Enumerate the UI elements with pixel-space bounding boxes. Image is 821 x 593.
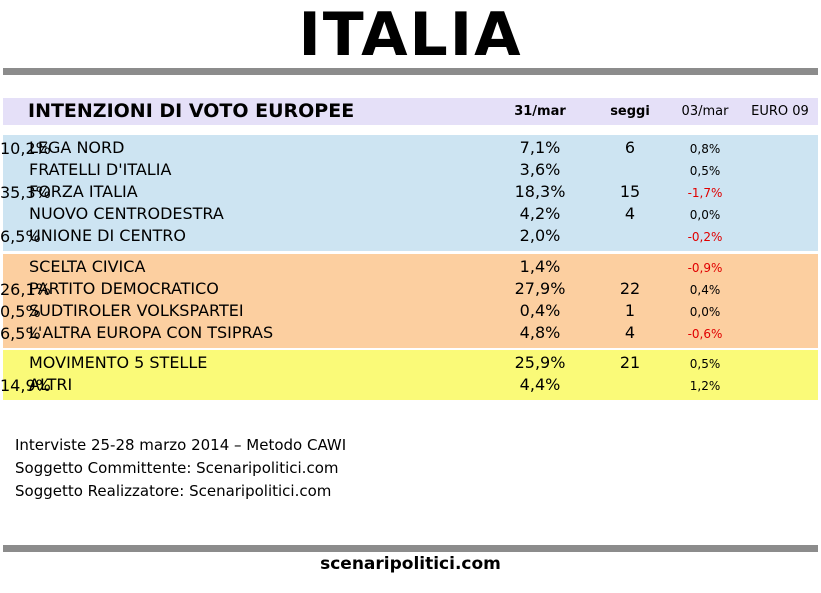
vote-percentage: 4,4% xyxy=(519,375,561,394)
column-header-euro09: EURO 09 xyxy=(751,104,809,119)
euro09-result: 10,2% xyxy=(0,139,51,158)
seat-count: 15 xyxy=(619,182,641,201)
vote-percentage: 7,1% xyxy=(519,138,561,157)
note-committente: Soggetto Committente: Scenaripolitici.co… xyxy=(15,459,339,477)
vote-percentage: 3,6% xyxy=(519,160,561,179)
euro09-result: 26,1% xyxy=(0,280,51,299)
change-vs-previous: 0,0% xyxy=(689,208,721,222)
seat-count xyxy=(600,256,660,278)
change-vs-previous: 0,4% xyxy=(689,283,721,297)
change-vs-previous: -0,6% xyxy=(687,327,723,341)
vote-percentage: 2,0% xyxy=(519,226,561,245)
seat-count: 6 xyxy=(624,138,636,157)
party-name: SUDTIROLER VOLKSPARTEI xyxy=(29,301,244,320)
footer-site: scenaripolitici.com xyxy=(320,554,501,574)
column-header-previous: 03/mar xyxy=(681,104,729,119)
party-name: ALTRI xyxy=(29,375,73,394)
party-name: NUOVO CENTRODESTRA xyxy=(29,204,224,223)
change-vs-previous: 0,5% xyxy=(689,357,721,371)
top-divider xyxy=(3,68,818,75)
party-name: LEGA NORD xyxy=(29,138,125,157)
page-title: ITALIA xyxy=(298,0,523,70)
change-vs-previous: 1,2% xyxy=(689,379,721,393)
vote-percentage: 4,2% xyxy=(519,204,561,223)
party-name: FORZA ITALIA xyxy=(29,182,138,201)
seat-count xyxy=(600,374,660,396)
seat-count: 1 xyxy=(624,301,636,320)
column-header-seats: seggi xyxy=(610,104,650,119)
euro09-result: 6,5% xyxy=(0,324,41,343)
party-name: L'ALTRA EUROPA CON TSIPRAS xyxy=(29,323,274,342)
seat-count xyxy=(600,159,660,181)
change-vs-previous: -0,9% xyxy=(687,261,723,275)
column-header-current: 31/mar xyxy=(514,104,566,119)
vote-percentage: 18,3% xyxy=(514,182,566,201)
party-name: MOVIMENTO 5 STELLE xyxy=(29,353,208,372)
party-group-band xyxy=(3,254,818,348)
vote-percentage: 1,4% xyxy=(519,257,561,276)
party-name: UNIONE DI CENTRO xyxy=(29,226,187,245)
note-interviews: Interviste 25-28 marzo 2014 – Metodo CAW… xyxy=(15,436,347,454)
note-realizzatore: Soggetto Realizzatore: Scenaripolitici.c… xyxy=(15,482,332,500)
party-name: FRATELLI D'ITALIA xyxy=(29,160,172,179)
change-vs-previous: -1,7% xyxy=(687,186,723,200)
change-vs-previous: 0,8% xyxy=(689,142,721,156)
party-group-band xyxy=(3,350,818,400)
change-vs-previous: 0,0% xyxy=(689,305,721,319)
change-vs-previous: 0,5% xyxy=(689,164,721,178)
party-group-band xyxy=(3,135,818,251)
table-heading: INTENZIONI DI VOTO EUROPEE xyxy=(28,100,355,122)
euro09-result: 0,5% xyxy=(0,302,41,321)
seat-count: 21 xyxy=(619,353,641,372)
vote-percentage: 27,9% xyxy=(514,279,566,298)
vote-percentage: 0,4% xyxy=(519,301,561,320)
party-name: PARTITO DEMOCRATICO xyxy=(29,279,219,298)
seat-count: 4 xyxy=(624,204,636,223)
vote-percentage: 25,9% xyxy=(514,353,566,372)
change-vs-previous: -0,2% xyxy=(687,230,723,244)
bottom-divider xyxy=(3,545,818,552)
seat-count: 4 xyxy=(624,323,636,342)
seat-count: 22 xyxy=(619,279,641,298)
table-header-band xyxy=(3,98,818,125)
euro09-result: 35,3% xyxy=(0,183,51,202)
party-name: SCELTA CIVICA xyxy=(29,257,146,276)
euro09-result: 14,9% xyxy=(0,376,51,395)
seat-count xyxy=(600,225,660,247)
vote-percentage: 4,8% xyxy=(519,323,561,342)
euro09-result: 6,5% xyxy=(0,227,41,246)
